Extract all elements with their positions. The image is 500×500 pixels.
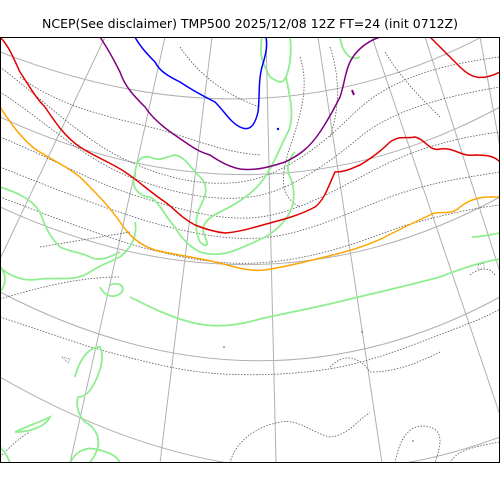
isotherm (0, 196, 500, 264)
longitude-line (479, 37, 500, 148)
marker (223, 346, 225, 348)
longitude-line (159, 37, 213, 463)
coastline (0, 266, 6, 293)
marker (477, 262, 485, 270)
isotherm-orange (0, 106, 500, 272)
isotherm (0, 56, 500, 184)
coastline (132, 76, 293, 256)
marker (61, 356, 71, 364)
isotherm-purple (99, 37, 381, 171)
latitude-circle (0, 37, 483, 100)
coastline-group (0, 37, 500, 463)
marker (361, 331, 363, 333)
latitude-circle (0, 376, 500, 463)
longitude-line (265, 37, 277, 463)
coastline (129, 258, 500, 327)
isotherm (0, 431, 31, 458)
isotherm (229, 412, 371, 463)
coastline (0, 221, 137, 281)
marker (412, 440, 414, 442)
isotherm (384, 51, 441, 118)
isotherm (329, 351, 441, 373)
latitude-circle (0, 291, 500, 362)
isotherm-red-2 (429, 37, 500, 79)
coastline (0, 446, 11, 463)
chart-title: NCEP(See disclaimer) TMP500 2025/12/08 1… (41, 16, 458, 31)
isotherm-group-dashed (0, 46, 500, 463)
longitude-line (0, 37, 106, 260)
isotherm (39, 231, 131, 248)
marker (351, 89, 355, 96)
isotherm (0, 276, 121, 300)
isotherm-red (0, 37, 500, 234)
isotherm (394, 425, 441, 463)
map-canvas (0, 37, 500, 463)
isotherm (329, 46, 338, 138)
coastline (69, 447, 121, 463)
coastline (74, 346, 103, 463)
latitude-circle (0, 196, 500, 265)
coastline (14, 414, 53, 433)
isotherm (449, 441, 500, 463)
isotherm (283, 56, 305, 208)
weather-map (0, 37, 500, 463)
isotherm (0, 166, 500, 239)
isotherm (0, 86, 500, 199)
isotherm (469, 268, 496, 276)
latitude-circle (0, 106, 500, 175)
longitude-line (69, 37, 166, 463)
graticule (0, 37, 500, 463)
coastline (99, 282, 124, 298)
isotherm (19, 76, 261, 156)
coastline (339, 37, 361, 60)
longitude-line (371, 37, 500, 416)
coastline (229, 151, 296, 253)
marker (276, 127, 280, 131)
coastline (471, 232, 500, 238)
isotherm (179, 46, 261, 108)
isotherm-blue (134, 37, 268, 130)
isotherm (0, 308, 500, 376)
isotherm (0, 131, 500, 219)
coastline (259, 37, 292, 83)
coastline (0, 186, 121, 260)
